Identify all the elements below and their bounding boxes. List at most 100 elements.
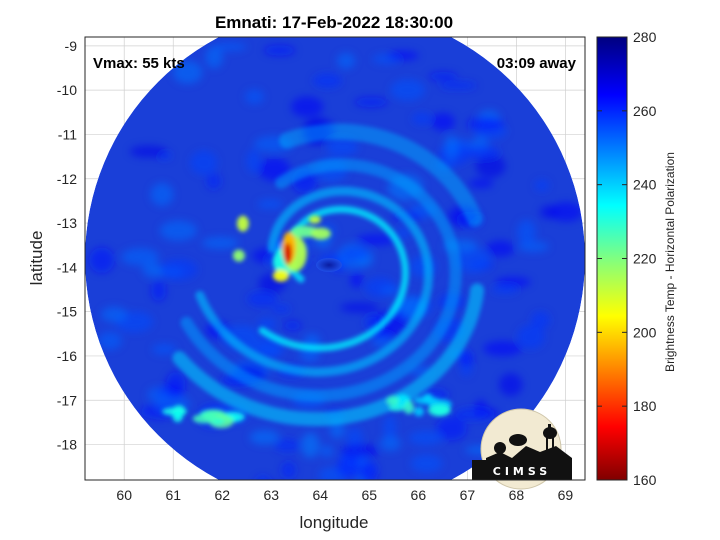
y-tick-label: -13	[57, 215, 77, 231]
swath-patch	[159, 220, 197, 241]
y-tick-label: -18	[57, 437, 77, 453]
swath-patch	[101, 306, 127, 323]
swath-patch	[339, 302, 380, 313]
convective-cell	[192, 413, 217, 424]
swath-patch	[517, 219, 536, 245]
swath-patch	[491, 285, 519, 294]
swath-patch	[485, 240, 515, 257]
swath-patch	[271, 304, 291, 313]
swath-patch	[436, 416, 467, 441]
swath-patch	[360, 461, 378, 480]
swath-patch	[320, 445, 334, 458]
colorbar-label: Brightness Temp - Horizontal Polarizatio…	[663, 152, 677, 372]
swath-patch	[263, 45, 296, 56]
x-tick-label: 64	[313, 487, 329, 503]
swath-patch	[534, 179, 550, 192]
convective-cell	[386, 395, 399, 406]
swath-patch	[190, 150, 218, 175]
eyewall-cell	[283, 242, 292, 265]
y-axis-label: latitude	[27, 231, 46, 286]
x-tick-labels: 60 61 62 63 64 65 66 67 68 69	[116, 487, 573, 503]
swath-patch	[475, 154, 506, 178]
y-tick-labels: -9 -10 -11 -12 -13 -14 -15 -16 -17 -18	[57, 38, 77, 453]
x-tick-label: 63	[263, 487, 279, 503]
convective-cell	[403, 400, 414, 414]
colorbar-tick-label: 280	[633, 29, 657, 45]
swath-patch	[455, 247, 491, 273]
colorbar-tick-label: 180	[633, 398, 657, 414]
swath-patch	[443, 135, 459, 160]
swath-patch	[249, 429, 280, 445]
swath-patch	[246, 149, 261, 174]
storm-eye	[316, 258, 342, 272]
swath-patch	[129, 145, 167, 158]
swath-patch	[499, 373, 523, 397]
convective-cell	[388, 405, 405, 412]
swath-patch	[257, 199, 283, 210]
swath-patch	[340, 443, 379, 459]
y-tick-label: -17	[57, 392, 77, 408]
swath-patch	[356, 234, 396, 246]
swath-patch	[326, 137, 359, 156]
y-tick-label: -11	[58, 126, 77, 142]
swath-patch	[459, 350, 474, 366]
swath-patch	[152, 343, 177, 355]
swath-patch	[312, 73, 342, 89]
convective-cell	[427, 404, 451, 417]
swath-patch	[336, 454, 360, 478]
colorbar-tick-label: 200	[633, 324, 657, 340]
brightness-swath	[85, 37, 585, 480]
convective-cell	[413, 396, 440, 405]
swath-patch	[383, 415, 397, 441]
swath-patch	[483, 340, 522, 357]
swath-patch	[517, 324, 545, 349]
chart-title: Emnati: 17-Feb-2022 18:30:00	[215, 13, 453, 32]
x-tick-label: 62	[214, 487, 230, 503]
plot-frame	[84, 36, 586, 481]
swath-patch	[380, 286, 401, 295]
rainband	[172, 283, 485, 427]
swath-patch	[396, 227, 411, 239]
eyewall-cell	[310, 227, 331, 240]
swath-patch	[247, 291, 278, 307]
y-tick-label: -15	[57, 304, 77, 320]
rainband	[279, 123, 483, 227]
swath-patch	[531, 311, 550, 330]
vmax-label: Vmax: 55 kts	[93, 55, 185, 72]
swath-patch	[206, 173, 221, 190]
swath-patch	[428, 71, 458, 81]
swath-patch	[336, 52, 356, 69]
swath-patch	[431, 112, 455, 132]
swath-patch	[201, 236, 239, 249]
swath-patch	[495, 276, 531, 288]
swath-patch	[354, 97, 388, 107]
swath-patch	[439, 81, 477, 90]
colorbar-tick-label: 260	[633, 103, 657, 119]
convective-cell	[172, 411, 183, 423]
eyewall-cell	[236, 215, 249, 232]
swath-patch	[89, 247, 115, 273]
x-tick-label: 67	[460, 487, 476, 503]
colorbar-tick-label: 160	[633, 472, 657, 488]
swath-patch	[151, 279, 166, 302]
swath-patch	[205, 45, 224, 69]
x-tick-label: 69	[558, 487, 574, 503]
swath-patch	[342, 247, 370, 261]
swath-patch	[213, 42, 247, 52]
y-tick-label: -12	[57, 171, 77, 187]
swath-patch	[290, 96, 324, 118]
swath-patch	[469, 178, 494, 189]
cimss-logo: CIMSS	[472, 408, 572, 490]
swath-patch	[549, 202, 583, 222]
y-tick-label: -10	[57, 82, 77, 98]
swath-patch	[387, 50, 419, 61]
swath-patch	[281, 461, 296, 479]
time-away-label: 03:09 away	[497, 55, 577, 72]
swath-patch	[150, 183, 174, 206]
swath-patch	[159, 258, 198, 281]
swath-patch	[98, 331, 122, 350]
y-tick-label: -16	[57, 348, 77, 364]
eyewall-cell	[232, 249, 245, 262]
colorbar-tick-labels: 280 260 240 220 200 180 160	[597, 29, 657, 488]
